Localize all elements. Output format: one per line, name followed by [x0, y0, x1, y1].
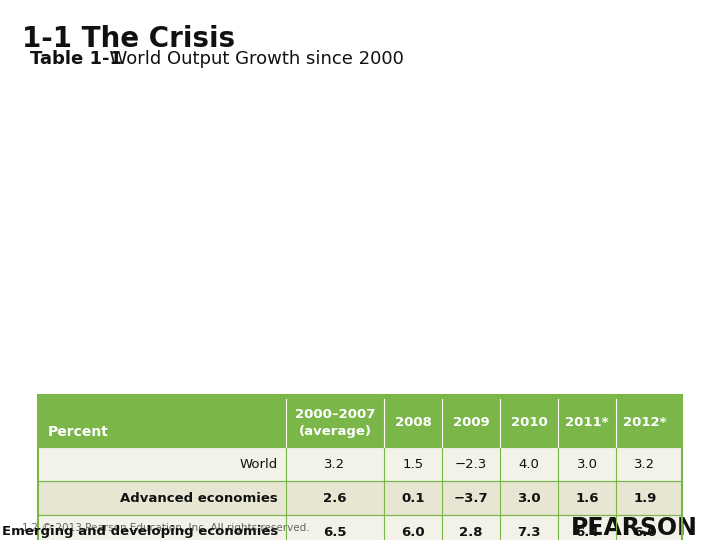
Text: 4.0: 4.0 — [518, 457, 539, 470]
Text: Table 1-1: Table 1-1 — [30, 50, 122, 68]
Text: World: World — [240, 457, 278, 470]
Text: 1.6: 1.6 — [575, 491, 599, 504]
Bar — [38, 395, 682, 540]
Bar — [38, 399, 682, 447]
Bar — [38, 515, 682, 540]
Text: 2000–2007
(average): 2000–2007 (average) — [294, 408, 375, 437]
Text: PEARSON: PEARSON — [571, 516, 698, 540]
Text: 2010: 2010 — [510, 416, 547, 429]
Text: Emerging and developing economies: Emerging and developing economies — [1, 525, 278, 538]
Text: 2008: 2008 — [395, 416, 431, 429]
Text: 3.0: 3.0 — [577, 457, 598, 470]
Text: 2011*: 2011* — [565, 416, 608, 429]
Text: 7.3: 7.3 — [517, 525, 541, 538]
Text: 1.9: 1.9 — [634, 491, 657, 504]
Text: 1-2: 1-2 — [22, 523, 39, 533]
Text: 6.4: 6.4 — [575, 525, 599, 538]
Text: 3.2: 3.2 — [634, 457, 656, 470]
Text: World Output Growth since 2000: World Output Growth since 2000 — [98, 50, 404, 68]
Text: 2009: 2009 — [453, 416, 490, 429]
Text: 3.2: 3.2 — [325, 457, 346, 470]
Text: 0.1: 0.1 — [401, 491, 425, 504]
Text: −3.7: −3.7 — [454, 491, 488, 504]
Text: 6.5: 6.5 — [323, 525, 347, 538]
Text: 2.6: 2.6 — [323, 491, 347, 504]
Text: 2012*: 2012* — [624, 416, 667, 429]
Text: 6.0: 6.0 — [401, 525, 425, 538]
Text: 1.5: 1.5 — [402, 457, 423, 470]
Bar — [38, 447, 682, 481]
Text: Advanced economies: Advanced economies — [120, 491, 278, 504]
Text: 6.0: 6.0 — [633, 525, 657, 538]
Text: −2.3: −2.3 — [455, 457, 487, 470]
Text: © 2013 Pearson Education, Inc. All rights reserved.: © 2013 Pearson Education, Inc. All right… — [42, 523, 310, 533]
Text: 3.0: 3.0 — [517, 491, 541, 504]
Bar — [38, 481, 682, 515]
Text: 1-1 The Crisis: 1-1 The Crisis — [22, 25, 235, 53]
Bar — [38, 395, 682, 399]
Text: Percent: Percent — [48, 425, 109, 439]
Text: 2.8: 2.8 — [459, 525, 482, 538]
